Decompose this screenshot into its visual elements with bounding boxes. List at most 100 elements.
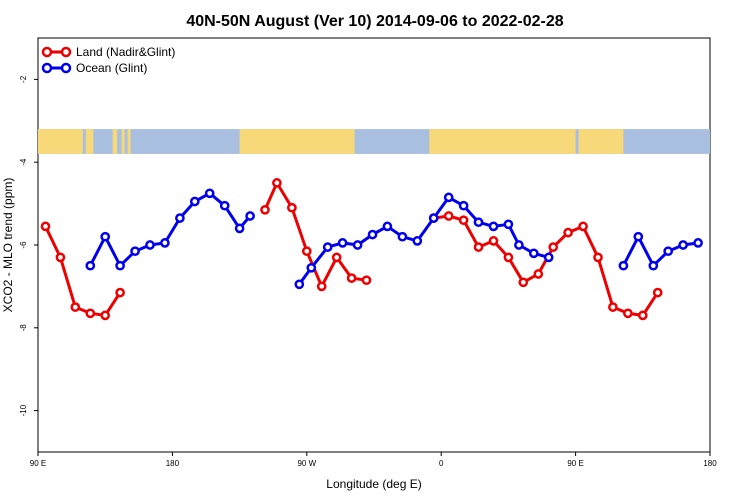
- data-point: [260, 204, 270, 215]
- data-point: [548, 242, 559, 252]
- data-point: [346, 273, 357, 283]
- data-point: [473, 217, 484, 228]
- series-line: [622, 235, 699, 268]
- legend-item-ocean: Ocean (Glint): [41, 61, 147, 75]
- map-land-segment: [239, 129, 355, 154]
- data-point: [693, 238, 703, 248]
- data-point: [397, 231, 408, 242]
- data-point: [100, 310, 111, 321]
- map-land-segment: [112, 129, 118, 154]
- data-point: [488, 221, 499, 232]
- data-point: [637, 310, 648, 321]
- data-point: [40, 221, 51, 232]
- map-land-segment: [578, 129, 624, 154]
- data-point: [563, 227, 573, 238]
- data-point: [518, 277, 529, 288]
- data-point: [160, 238, 170, 248]
- series-1: [85, 188, 703, 290]
- data-point: [618, 260, 629, 271]
- map-land-segment: [127, 129, 131, 154]
- data-point: [322, 242, 333, 252]
- y-axis: -2 -4 -6 -8 -10: [19, 75, 38, 416]
- map-land-shapes: [38, 129, 624, 154]
- data-point: [633, 231, 644, 242]
- x-axis-label: Longitude (deg E): [326, 477, 421, 491]
- y-axis-label: XCO2 - MLO trend (ppm): [1, 178, 15, 313]
- data-point: [301, 246, 312, 257]
- data-point: [55, 252, 66, 263]
- data-point: [245, 211, 255, 221]
- data-point: [352, 240, 363, 250]
- data-point: [528, 248, 539, 259]
- data-point: [514, 240, 524, 250]
- x-tick-label: 0: [439, 459, 444, 468]
- x-tick-label: 180: [166, 459, 180, 468]
- plot-frame: [37, 37, 711, 453]
- data-point: [428, 213, 439, 223]
- chart-title: 40N-50N August (Ver 10) 2014-09-06 to 20…: [186, 13, 563, 30]
- x-tick-label: 90 E: [30, 459, 46, 468]
- series-layer: [40, 178, 703, 321]
- legend: Land (Nadir&Glint) Ocean (Glint): [41, 45, 175, 75]
- data-point: [503, 252, 514, 263]
- data-point: [623, 308, 633, 319]
- data-point: [412, 236, 423, 246]
- map-land-segment: [38, 129, 83, 154]
- data-point: [85, 308, 96, 319]
- y-tick-label: -2: [19, 75, 28, 83]
- data-point: [663, 246, 674, 257]
- data-point: [306, 262, 317, 273]
- x-axis: 90 E 180 90 W 0 90 E 180: [30, 452, 717, 468]
- data-point: [145, 240, 155, 250]
- world-map-strip: [38, 129, 710, 154]
- data-point: [115, 260, 125, 271]
- data-point: [234, 223, 245, 234]
- data-point: [678, 240, 688, 250]
- series-line: [263, 181, 367, 288]
- data-point: [593, 252, 603, 263]
- map-land-segment: [85, 129, 94, 154]
- data-point: [367, 229, 378, 240]
- data-point: [287, 202, 297, 213]
- y-tick-label: -6: [19, 241, 28, 249]
- data-point: [85, 260, 96, 271]
- y-tick-label: -10: [19, 404, 28, 416]
- x-tick-label: 180: [703, 459, 717, 468]
- data-point: [100, 231, 111, 242]
- data-point: [382, 221, 393, 232]
- data-point: [652, 287, 663, 298]
- data-point: [443, 192, 454, 203]
- data-point: [337, 238, 348, 248]
- data-point: [189, 196, 200, 207]
- data-point: [331, 252, 342, 263]
- data-point: [458, 215, 469, 226]
- data-point: [488, 236, 499, 246]
- series-line: [298, 195, 550, 286]
- data-point: [219, 200, 230, 211]
- data-point: [578, 221, 588, 232]
- data-point: [533, 269, 544, 279]
- data-point: [503, 219, 514, 230]
- data-point: [543, 252, 554, 263]
- map-land-segment: [429, 129, 576, 154]
- y-tick-label: -4: [19, 158, 28, 166]
- map-land-segment: [121, 129, 125, 154]
- data-point: [608, 302, 618, 312]
- legend-label-land: Land (Nadir&Glint): [76, 45, 175, 59]
- legend-label-ocean: Ocean (Glint): [76, 61, 147, 75]
- data-point: [316, 281, 327, 292]
- data-point: [473, 242, 484, 252]
- data-point: [458, 200, 469, 211]
- data-point: [115, 287, 125, 298]
- x-tick-label: 90 E: [567, 459, 583, 468]
- y-tick-label: -8: [19, 324, 28, 332]
- data-point: [648, 260, 659, 271]
- data-point: [70, 302, 81, 312]
- x-tick-label: 90 W: [297, 459, 316, 468]
- data-point: [443, 211, 454, 221]
- data-point: [361, 275, 372, 286]
- data-point: [175, 213, 185, 223]
- data-point: [130, 246, 140, 257]
- data-point: [204, 188, 215, 199]
